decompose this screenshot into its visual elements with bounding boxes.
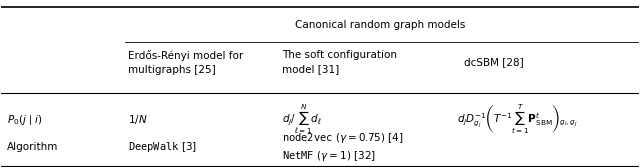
Text: The soft configuration
model [31]: The soft configuration model [31] (282, 50, 397, 74)
Text: $d_j D_{g_j}^{-1} \left( T^{-1}\sum_{t=1}^{T} \mathbf{P}_{\mathrm{SBM}}^t \right: $d_j D_{g_j}^{-1} \left( T^{-1}\sum_{t=1… (458, 103, 578, 136)
Text: $\mathtt{NetMF}$ $(\gamma = 1)$ [32]: $\mathtt{NetMF}$ $(\gamma = 1)$ [32] (282, 150, 376, 163)
Text: $d_j/\sum_{\ell=1}^{N} d_\ell$: $d_j/\sum_{\ell=1}^{N} d_\ell$ (282, 103, 322, 136)
Text: dcSBM [28]: dcSBM [28] (464, 57, 524, 67)
Text: Canonical random graph models: Canonical random graph models (296, 20, 466, 30)
Text: $\mathtt{node2vec}$ $(\gamma = 0.75)$ [4]: $\mathtt{node2vec}$ $(\gamma = 0.75)$ [4… (282, 131, 403, 145)
Text: Erdős-Rényi model for
multigraphs [25]: Erdős-Rényi model for multigraphs [25] (129, 50, 244, 75)
Text: $P_0(j \mid i)$: $P_0(j \mid i)$ (7, 113, 42, 127)
Text: $1/N$: $1/N$ (129, 113, 148, 126)
Text: Algorithm: Algorithm (7, 142, 58, 152)
Text: $\mathtt{DeepWalk}$ [3]: $\mathtt{DeepWalk}$ [3] (129, 140, 198, 154)
